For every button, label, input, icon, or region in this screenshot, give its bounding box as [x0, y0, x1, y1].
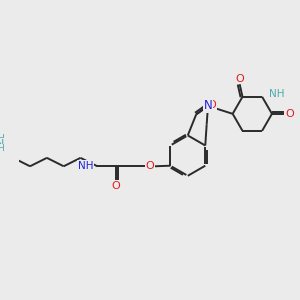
Text: NH: NH [78, 161, 93, 171]
Text: O: O [285, 109, 294, 119]
Text: H: H [0, 144, 3, 153]
Text: H: H [0, 134, 3, 143]
Text: O: O [146, 161, 154, 171]
Text: O: O [208, 100, 216, 110]
Text: O: O [235, 74, 244, 84]
Text: O: O [111, 181, 120, 191]
Text: N: N [0, 139, 4, 149]
Text: N: N [204, 99, 212, 112]
Text: NH: NH [269, 89, 285, 99]
